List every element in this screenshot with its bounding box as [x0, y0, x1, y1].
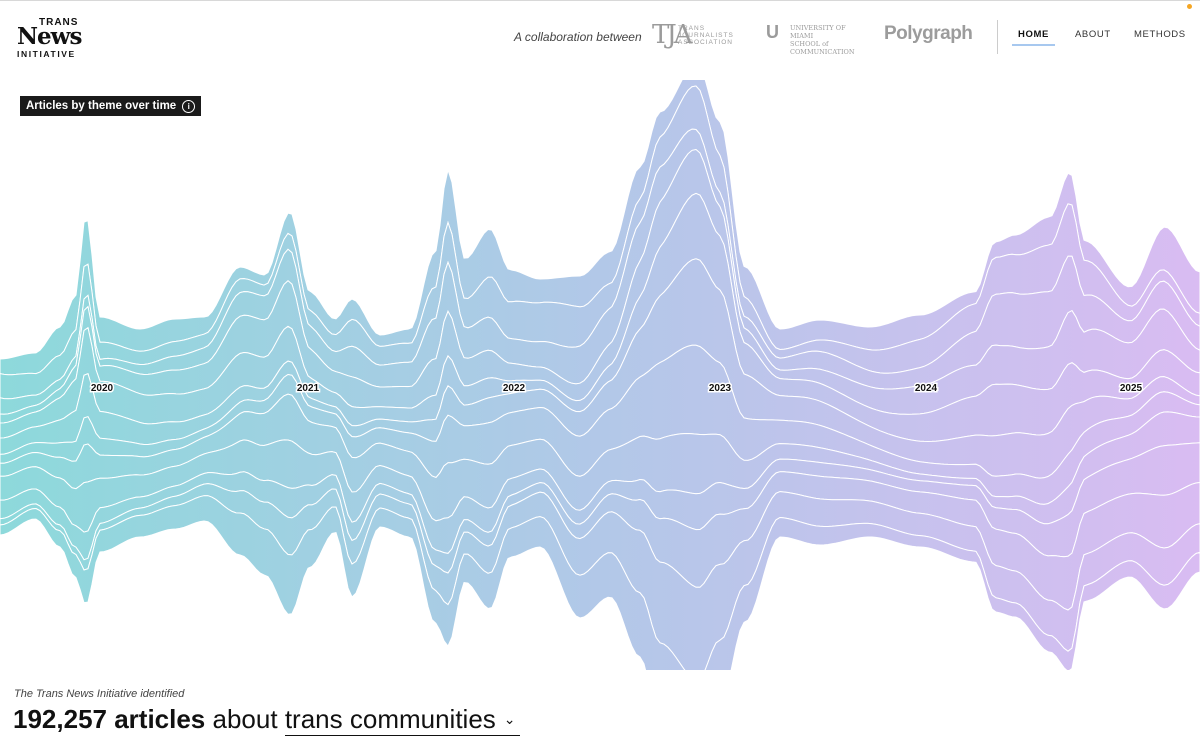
header-divider	[997, 20, 998, 54]
year-tick-label: 2022	[503, 383, 526, 394]
year-tick-labels: 2020 2021 2022 2023 2024 2025	[89, 382, 1144, 396]
year-tick-label: 2024	[915, 383, 938, 394]
logo-line-news: News	[17, 23, 82, 50]
year-tick-label: 2025	[1120, 383, 1143, 394]
topic-selected-value: trans communities	[284, 704, 496, 734]
um-logo-words: UNIVERSITY OF MIAMI SCHOOL of COMMUNICAT…	[790, 24, 862, 56]
year-tick-label: 2023	[709, 383, 732, 394]
streamgraph-chart[interactable]: 2020 2021 2022 2023 2024 2025	[0, 80, 1200, 670]
article-count-headline: 192,257 articles about trans communities…	[13, 704, 520, 736]
um-word-1: UNIVERSITY OF MIAMI	[790, 24, 846, 40]
tja-logo-mark: TJA	[652, 20, 693, 50]
topic-dropdown[interactable]: trans communities ⌄	[284, 704, 520, 736]
tja-word-3: ASSOCIATION	[678, 39, 733, 46]
tja-logo[interactable]: TJA TRANS JOURNALISTS ASSOCIATION	[652, 20, 744, 50]
polygraph-logo[interactable]: Polygraph	[884, 23, 973, 44]
um-logo-mark: U	[766, 22, 779, 42]
nav-methods[interactable]: METHODS	[1134, 29, 1186, 40]
chart-label[interactable]: Articles by theme over time i	[20, 96, 202, 116]
tja-logo-words: TRANS JOURNALISTS ASSOCIATION	[678, 25, 734, 46]
info-icon[interactable]: i	[182, 99, 196, 113]
stream-layers	[0, 80, 1200, 670]
year-tick-label: 2020	[91, 383, 114, 394]
year-tick-label: 2021	[297, 383, 320, 394]
nav-home[interactable]: HOME	[1018, 29, 1049, 40]
trans-news-initiative-logo[interactable]: TRANS News INITIATIVE	[16, 16, 82, 59]
logo-line-initiative: INITIATIVE	[17, 49, 76, 59]
um-word-3: COMMUNICATION	[790, 48, 855, 56]
about-text: about	[212, 704, 278, 734]
university-of-miami-logo[interactable]: U UNIVERSITY OF MIAMI SCHOOL of COMMUNIC…	[766, 22, 862, 56]
tja-word-1: TRANS	[678, 25, 706, 32]
intro-text: The Trans News Initiative identified	[14, 688, 185, 700]
collaboration-text: A collaboration between	[514, 30, 642, 44]
article-count: 192,257 articles	[13, 704, 206, 734]
nav-about[interactable]: ABOUT	[1075, 29, 1111, 40]
chart-label-text: Articles by theme over time	[26, 100, 177, 112]
um-word-2: SCHOOL of	[790, 40, 829, 48]
status-dot	[1187, 4, 1192, 9]
window-top-border	[0, 0, 1200, 1]
nav-home-underline	[1012, 44, 1055, 46]
chevron-down-icon: ⌄	[503, 711, 516, 727]
tja-word-2: JOURNALISTS	[678, 32, 734, 39]
logo-line-trans: TRANS	[39, 17, 79, 28]
stream-layer[interactable]	[0, 495, 1200, 670]
